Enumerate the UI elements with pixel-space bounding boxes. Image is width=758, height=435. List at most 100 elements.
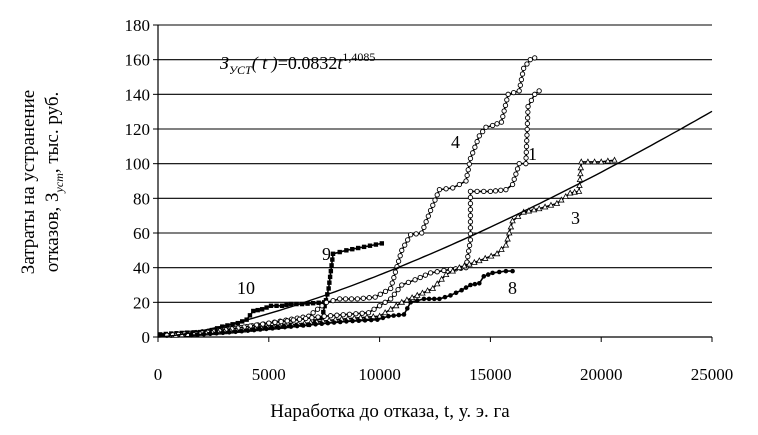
series-4-line	[171, 57, 536, 337]
series-4-point	[392, 269, 399, 275]
series-8-point	[472, 281, 478, 287]
series-3-point	[566, 189, 574, 196]
series-10-point	[264, 305, 269, 310]
x-tick-label-25000: 25000	[691, 365, 734, 384]
series-1-point	[467, 225, 474, 231]
series-10-point	[255, 307, 260, 313]
series-1-point	[391, 291, 398, 297]
series-1-point	[296, 316, 303, 322]
series-4-point	[483, 124, 489, 130]
series-1-point	[371, 306, 377, 312]
series-label-8: 8	[508, 278, 517, 298]
series-8-point	[282, 324, 288, 330]
series-9-point	[330, 257, 335, 262]
series-9-point	[327, 274, 333, 280]
series-label-10: 10	[237, 278, 255, 298]
series-1-point	[434, 269, 440, 275]
series-1-point	[422, 272, 429, 278]
series-10-point	[235, 320, 240, 326]
series-4-point	[436, 187, 443, 193]
series-9-point	[344, 248, 349, 253]
series-9-point	[327, 280, 332, 285]
series-10-point	[294, 301, 299, 307]
series-8-point	[257, 327, 263, 332]
series-9-point	[321, 309, 326, 315]
series-4-point	[310, 310, 316, 316]
series-8-point	[408, 300, 413, 305]
series-4-point	[427, 207, 434, 214]
series-3-point	[424, 287, 431, 294]
series-1-point	[388, 296, 394, 302]
series-4-point	[489, 122, 496, 129]
series-3-point	[576, 175, 584, 183]
series-3-point	[381, 309, 389, 316]
series-4-point	[407, 232, 414, 238]
series-1-point	[481, 188, 487, 195]
series-8-point	[214, 330, 219, 336]
series-3-point	[408, 294, 416, 301]
series-8-point	[481, 274, 487, 279]
series-layer	[158, 55, 618, 338]
series-1-point	[315, 314, 321, 320]
series-3-point	[509, 217, 516, 224]
series-9-point	[373, 242, 379, 247]
series-8-point	[325, 320, 331, 326]
series-10-point	[247, 313, 253, 318]
series-8-point	[288, 324, 294, 329]
series-1-point	[290, 317, 297, 323]
series-3-point	[530, 206, 538, 213]
series-label-9: 9	[322, 244, 331, 264]
series-3-point	[419, 289, 426, 296]
series-1-point	[284, 318, 290, 324]
series-1-point	[514, 166, 521, 172]
series-8-point	[307, 322, 312, 328]
series-8-point	[233, 329, 238, 335]
series-8-point	[319, 321, 325, 327]
series-4-point	[501, 108, 507, 114]
series-8-point	[437, 296, 442, 302]
series-1-point	[467, 188, 474, 195]
series-8-point	[485, 272, 491, 277]
series-1-point	[321, 313, 327, 319]
series-9-point	[330, 251, 336, 256]
series-4-point	[388, 285, 394, 292]
series-4-point	[532, 55, 538, 61]
series-8-point	[386, 313, 391, 319]
series-3-point	[433, 280, 441, 287]
grid	[158, 24, 712, 303]
series-4-point	[470, 150, 476, 156]
series-8-point	[431, 296, 437, 302]
series-1-point	[525, 109, 531, 115]
series-3-point	[525, 207, 533, 214]
series-1-point	[309, 315, 315, 321]
series-3-point	[449, 267, 456, 274]
series-1-point	[532, 91, 538, 97]
series-8-point	[426, 296, 432, 302]
series-1-point	[382, 299, 388, 305]
series-label-1: 1	[528, 144, 537, 164]
x-tick-label-5000: 5000	[252, 365, 286, 384]
series-1-point	[516, 161, 522, 167]
series-label-4: 4	[451, 132, 460, 152]
series-8-point	[401, 312, 407, 317]
series-1-point	[509, 181, 516, 188]
series-3-point	[597, 158, 605, 165]
series-1-point	[334, 312, 340, 318]
series-1-point	[399, 282, 405, 288]
series-3-point	[514, 212, 522, 219]
series-3-point	[502, 241, 510, 248]
series-8-point	[188, 332, 194, 338]
series-4-point	[395, 258, 402, 264]
series-10-point	[259, 307, 265, 312]
series-10-point	[279, 303, 285, 308]
series-3-point	[471, 258, 478, 265]
series-9-point	[367, 243, 373, 248]
series-8-point	[375, 317, 380, 322]
series-3-point	[571, 188, 578, 195]
series-8-point	[294, 323, 300, 329]
series-1-point	[523, 143, 530, 150]
series-4-point	[330, 297, 336, 304]
series-3-point	[562, 192, 570, 200]
series-1-point	[467, 213, 474, 219]
series-3-point	[476, 257, 483, 264]
